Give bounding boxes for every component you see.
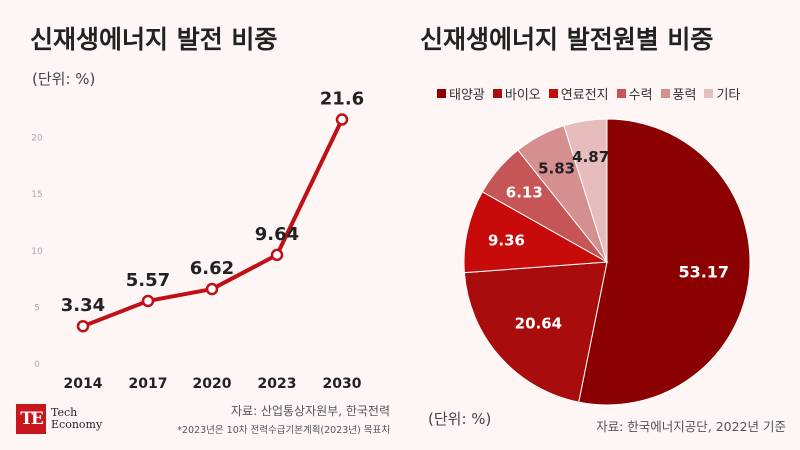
slice-label: 53.17 xyxy=(678,263,729,282)
slice-label: 5.83 xyxy=(538,159,575,177)
data-point xyxy=(335,113,349,126)
pie-slice xyxy=(463,191,609,274)
y-tick-label: 20 xyxy=(31,134,43,144)
pie-slice xyxy=(563,118,608,263)
legend-label: 태양광 xyxy=(449,88,485,103)
legend-item: 풍력 xyxy=(660,84,697,103)
legend-item: 바이오 xyxy=(492,84,541,103)
data-point xyxy=(141,294,155,308)
legend-swatch xyxy=(704,89,714,98)
slice-label: 4.87 xyxy=(572,148,609,166)
y-tick-label: 0 xyxy=(34,360,40,370)
data-label: 9.64 xyxy=(255,224,299,245)
data-point xyxy=(76,319,90,333)
slice-label: 20.64 xyxy=(515,315,562,333)
pie-slice xyxy=(578,118,751,406)
line-chart-note: *2023년은 10차 전력수급기본계획(2023년) 목표치 xyxy=(177,425,390,436)
logo-text: Tech Economy xyxy=(51,407,102,431)
line-chart-unit: (단위: %) xyxy=(32,70,96,88)
x-tick-label: 2017 xyxy=(129,376,168,392)
x-tick-label: 2023 xyxy=(258,376,297,392)
legend-swatch xyxy=(437,89,446,98)
legend-swatch xyxy=(548,89,558,98)
legend-swatch xyxy=(492,89,502,98)
data-label: 6.62 xyxy=(190,258,234,279)
y-tick-label: 15 xyxy=(31,190,42,200)
pie-chart-unit: (단위: %) xyxy=(428,410,492,428)
data-label: 5.57 xyxy=(126,270,170,291)
logo-line-2: Economy xyxy=(51,418,103,431)
legend-item: 기타 xyxy=(704,84,740,103)
pie-legend: 태양광 바이오 연료전지 수력 풍력 기타 xyxy=(437,84,740,103)
data-point xyxy=(270,248,284,262)
legend-label: 연료전지 xyxy=(560,88,609,103)
logo-mark: TE xyxy=(16,404,46,434)
data-label: 21.6 xyxy=(320,88,364,109)
data-point xyxy=(205,282,219,296)
slice-label: 6.13 xyxy=(506,183,543,201)
legend-label: 기타 xyxy=(716,88,741,103)
x-tick-label: 2020 xyxy=(193,376,232,392)
legend-item: 연료전지 xyxy=(548,84,609,103)
legend-item: 태양광 xyxy=(437,84,485,103)
slice-label: 9.36 xyxy=(488,232,525,250)
y-tick-label: 5 xyxy=(34,303,40,313)
legend-item: 수력 xyxy=(616,84,653,103)
legend-label: 풍력 xyxy=(672,88,697,103)
line-chart-source: 자료: 산업통상자원부, 한국전력 xyxy=(230,404,390,418)
data-label: 3.34 xyxy=(61,295,105,316)
logo-line-1: Tech xyxy=(51,406,78,419)
x-tick-label: 2014 xyxy=(64,376,103,392)
legend-swatch xyxy=(660,89,670,98)
y-tick-label: 10 xyxy=(31,247,43,257)
pie-chart-title: 신재생에너지 발전원별 비중 xyxy=(420,25,714,54)
tech-economy-logo: TE Tech Economy xyxy=(16,404,102,434)
legend-label: 바이오 xyxy=(504,88,541,103)
x-tick-label: 2030 xyxy=(323,376,362,392)
legend-label: 수력 xyxy=(628,88,653,103)
pie-chart-source: 자료: 한국에너지공단, 2022년 기준 xyxy=(596,419,786,434)
line-chart-title: 신재생에너지 발전 비중 xyxy=(30,25,278,54)
legend-swatch xyxy=(616,89,626,98)
pie-slice xyxy=(463,261,608,403)
